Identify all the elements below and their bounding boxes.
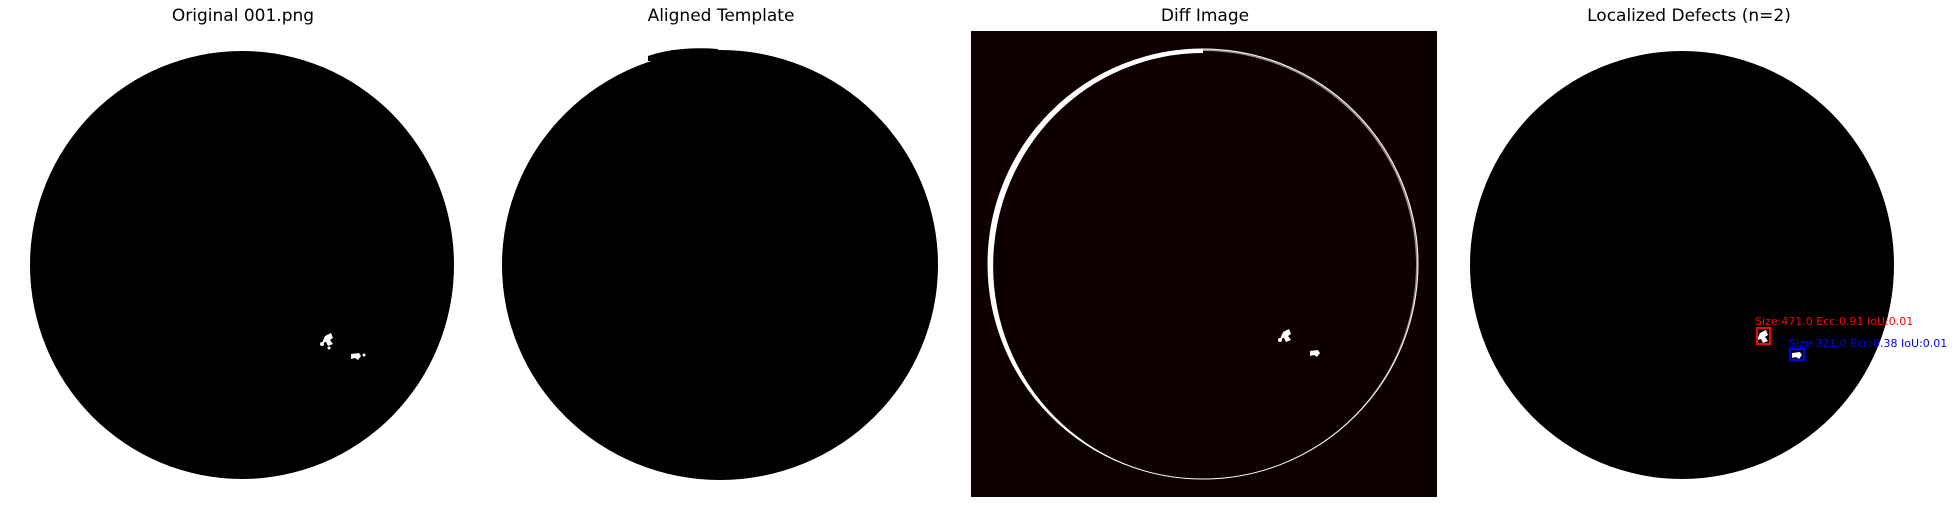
defects-title: Localized Defects (n=2) xyxy=(1587,6,1791,26)
template-disk-bump xyxy=(648,48,718,61)
template-panel: Aligned Template xyxy=(498,0,944,506)
diff-title: Diff Image xyxy=(1160,6,1250,26)
defects-blob-2 xyxy=(1792,352,1802,359)
defects-image xyxy=(1466,31,1912,497)
diff-background xyxy=(971,31,1437,497)
original-title: Original 001.png xyxy=(171,6,315,26)
defects-blob-1 xyxy=(1757,330,1768,343)
original-disk xyxy=(30,51,454,479)
defect-label-1: Size:471.0 Ecc:0.91 IoU:0.01 xyxy=(1755,315,1914,328)
original-defect-1 xyxy=(320,333,333,350)
original-defect-2 xyxy=(351,353,366,360)
defects-disk xyxy=(1470,51,1894,479)
defects-panel: Localized Defects (n=2) Size:471.0 Ecc:0… xyxy=(1466,0,1956,506)
diff-panel: Diff Image xyxy=(970,0,1440,506)
template-title: Aligned Template xyxy=(647,6,795,26)
defect-box-2 xyxy=(1789,348,1805,361)
template-image xyxy=(498,31,944,497)
original-image xyxy=(20,31,466,497)
original-panel: Original 001.png xyxy=(20,0,466,506)
diff-defect-1 xyxy=(1278,329,1291,342)
defect-label-2: Size:321.0 Ecc:0.38 IoU:0.01 xyxy=(1789,337,1948,350)
diff-ring-outline xyxy=(987,48,1419,480)
defect-box-1 xyxy=(1756,327,1771,345)
template-disk xyxy=(502,50,938,480)
diff-image xyxy=(971,31,1437,497)
diff-defect-2 xyxy=(1310,350,1320,357)
